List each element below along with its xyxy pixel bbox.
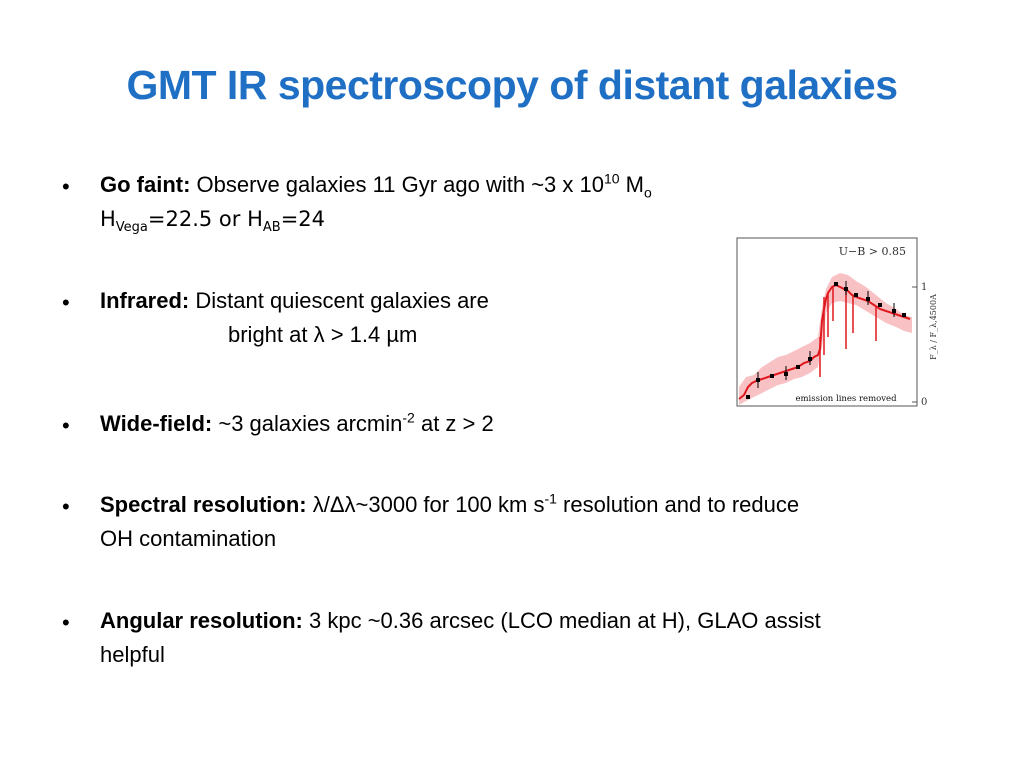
exponent: 10 (603, 170, 620, 187)
bullet-go-faint: Go faint: Observe galaxies 11 Gyr ago wi… (100, 168, 652, 236)
bullet-infrared: Infrared: Distant quiescent galaxies are… (100, 284, 489, 352)
bullet-text: 3 kpc ~0.36 arcsec (LCO median at H), GL… (302, 608, 821, 633)
bullet-marker: • (62, 290, 70, 315)
bullet-label: Infrared: (100, 288, 190, 313)
spectrum-plot: U−B > 0.85 emission lines removed 1 0 F_… (736, 237, 938, 408)
bullet-wide-field: Wide-field: ~3 galaxies arcmin-2 at z > … (100, 407, 494, 441)
exponent: -2 (402, 409, 415, 426)
tick-one-label: 1 (921, 282, 927, 293)
bullet-marker: • (62, 174, 70, 199)
slide-title: GMT IR spectroscopy of distant galaxies (126, 62, 898, 108)
spectrum-figure: U−B > 0.85 emission lines removed 1 0 F_… (736, 237, 946, 409)
bullet-marker: • (62, 610, 70, 635)
bullet-label: Go faint: (100, 172, 191, 197)
bullet-text-line2: bright at λ > 1.4 µm (228, 322, 418, 347)
bullet-spectral-resolution: Spectral resolution: λ/Δλ~3000 for 100 k… (100, 488, 799, 556)
bullet-marker: • (62, 413, 70, 438)
bullet-text: resolution and to reduce (556, 492, 800, 517)
bullet-text-line2: OH contamination (100, 526, 277, 551)
y-axis-label: F_λ / F_λ,4500A (929, 294, 938, 360)
magnitude-line: HVega=22.5 or HAB=24 (100, 207, 326, 236)
exponent: -1 (544, 490, 557, 507)
bullet-text: Distant quiescent galaxies are (189, 288, 489, 313)
bullet-marker: • (62, 494, 70, 519)
bullet-text: ~3 galaxies arcmin (212, 411, 403, 436)
selection-label: U−B > 0.85 (839, 245, 906, 258)
bullet-label: Angular resolution: (100, 608, 303, 633)
bullet-text: M (619, 172, 644, 197)
bullet-text-line2: helpful (100, 642, 165, 667)
emission-note: emission lines removed (795, 394, 897, 404)
bullet-angular-resolution: Angular resolution: 3 kpc ~0.36 arcsec (… (100, 604, 821, 672)
bullet-text: λ/Δλ~3000 for 100 km s (306, 492, 545, 517)
tick-zero-label: 0 (921, 397, 927, 408)
bullet-label: Spectral resolution: (100, 492, 307, 517)
bullet-text: at z > 2 (414, 411, 494, 436)
bullet-label: Wide-field: (100, 411, 213, 436)
solar-symbol: o (644, 184, 652, 201)
bullet-text: Observe galaxies 11 Gyr ago with ~3 x 10 (190, 172, 604, 197)
absorption-lines (819, 287, 877, 377)
error-bars (757, 281, 895, 388)
